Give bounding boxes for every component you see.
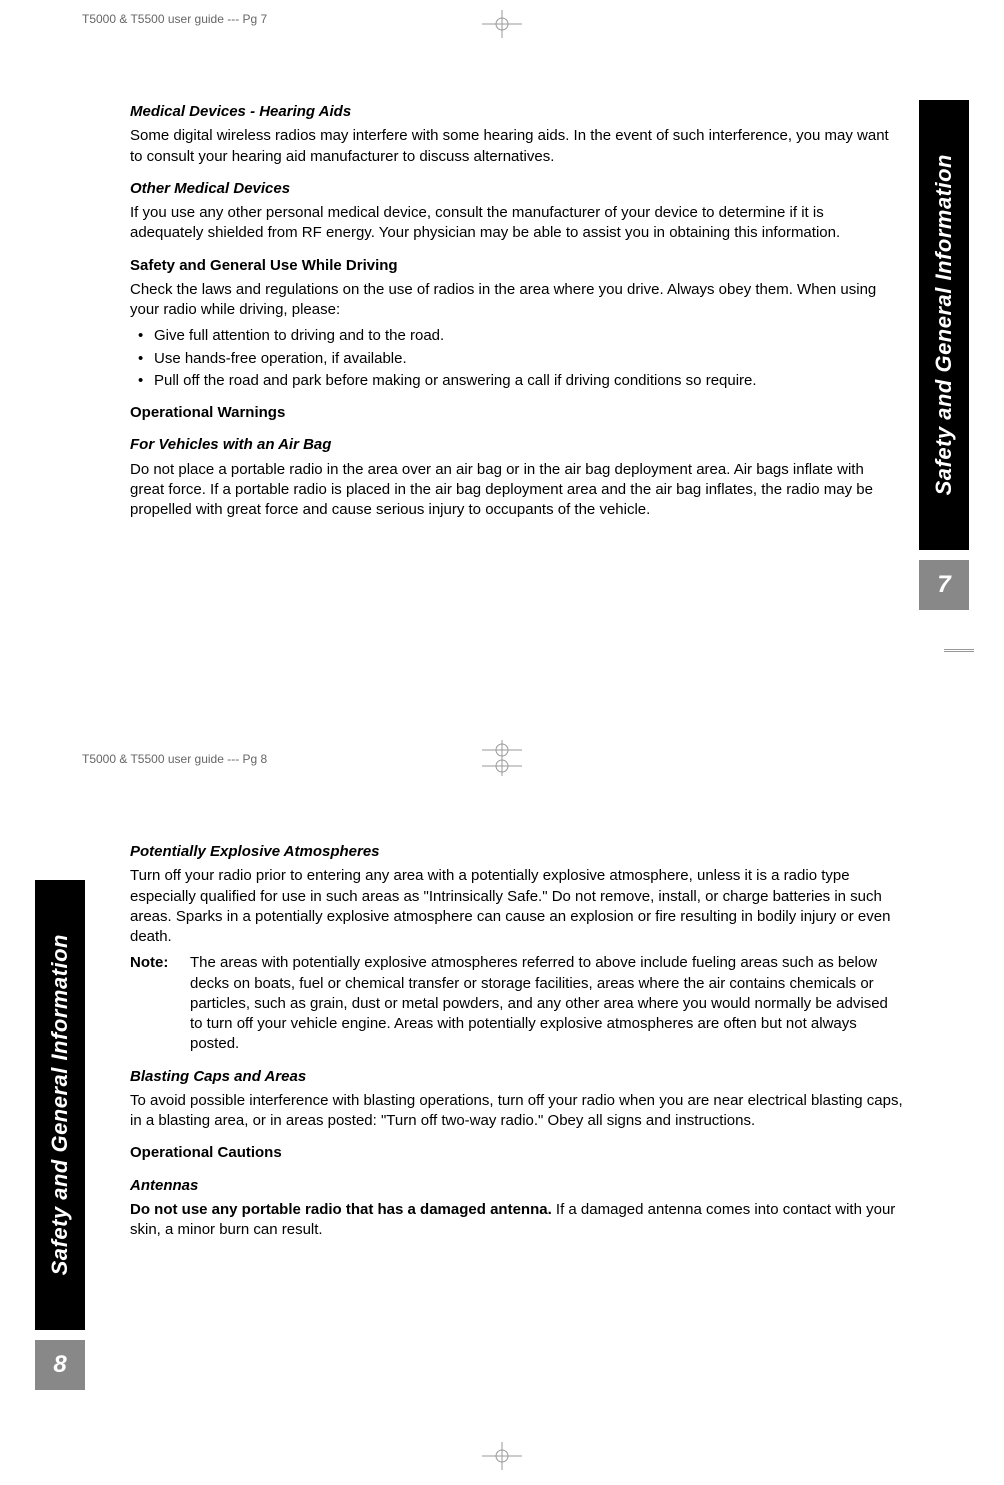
side-tab: Safety and General Information (35, 880, 85, 1330)
page-content: Medical Devices - Hearing Aids Some digi… (0, 20, 1004, 554)
driving-bullets: Give full attention to driving and to th… (130, 326, 894, 391)
body-blasting: To avoid possible interference with blas… (130, 1091, 904, 1132)
body-antennas: Do not use any portable radio that has a… (130, 1200, 904, 1241)
heading-operational-warnings: Operational Warnings (130, 403, 894, 423)
list-item: Use hands-free operation, if available. (136, 349, 894, 369)
body-explosive: Turn off your radio prior to entering an… (130, 866, 904, 947)
body-airbag: Do not place a portable radio in the are… (130, 460, 894, 521)
heading-blasting: Blasting Caps and Areas (130, 1067, 904, 1087)
heading-antennas: Antennas (130, 1176, 904, 1196)
page-number-tab: 7 (919, 560, 969, 610)
side-tab-label: Safety and General Information (931, 154, 957, 495)
side-tab-label: Safety and General Information (47, 934, 73, 1275)
page-header: T5000 & T5500 user guide --- Pg 7 (82, 12, 267, 26)
note-body: The areas with potentially explosive atm… (190, 953, 904, 1054)
page-7: T5000 & T5500 user guide --- Pg 7 Safety… (0, 0, 1004, 740)
end-mark-icon (944, 645, 974, 655)
body-driving: Check the laws and regulations on the us… (130, 280, 894, 321)
side-tab: Safety and General Information (919, 100, 969, 550)
body-medical: Some digital wireless radios may interfe… (130, 126, 894, 167)
registration-mark-icon (482, 1442, 522, 1470)
page-header: T5000 & T5500 user guide --- Pg 8 (82, 752, 267, 766)
page-number: 7 (937, 571, 950, 599)
registration-mark-icon (482, 740, 522, 776)
heading-medical: Medical Devices - Hearing Aids (130, 102, 894, 122)
list-item: Give full attention to driving and to th… (136, 326, 894, 346)
page-8: T5000 & T5500 user guide --- Pg 8 Safety… (0, 740, 1004, 1480)
page-number: 8 (53, 1351, 66, 1379)
note-block: Note: The areas with potentially explosi… (130, 953, 904, 1054)
heading-driving: Safety and General Use While Driving (130, 256, 894, 276)
list-item: Pull off the road and park before making… (136, 371, 894, 391)
heading-other-devices: Other Medical Devices (130, 179, 894, 199)
note-label: Note: (130, 953, 190, 1054)
page-content: Potentially Explosive Atmospheres Turn o… (0, 760, 1004, 1274)
body-other-devices: If you use any other personal medical de… (130, 203, 894, 244)
registration-mark-icon (482, 10, 522, 38)
heading-operational-cautions: Operational Cautions (130, 1143, 904, 1163)
antennas-bold-text: Do not use any portable radio that has a… (130, 1201, 552, 1218)
heading-explosive: Potentially Explosive Atmospheres (130, 842, 904, 862)
page-number-tab: 8 (35, 1340, 85, 1390)
heading-airbag: For Vehicles with an Air Bag (130, 435, 894, 455)
